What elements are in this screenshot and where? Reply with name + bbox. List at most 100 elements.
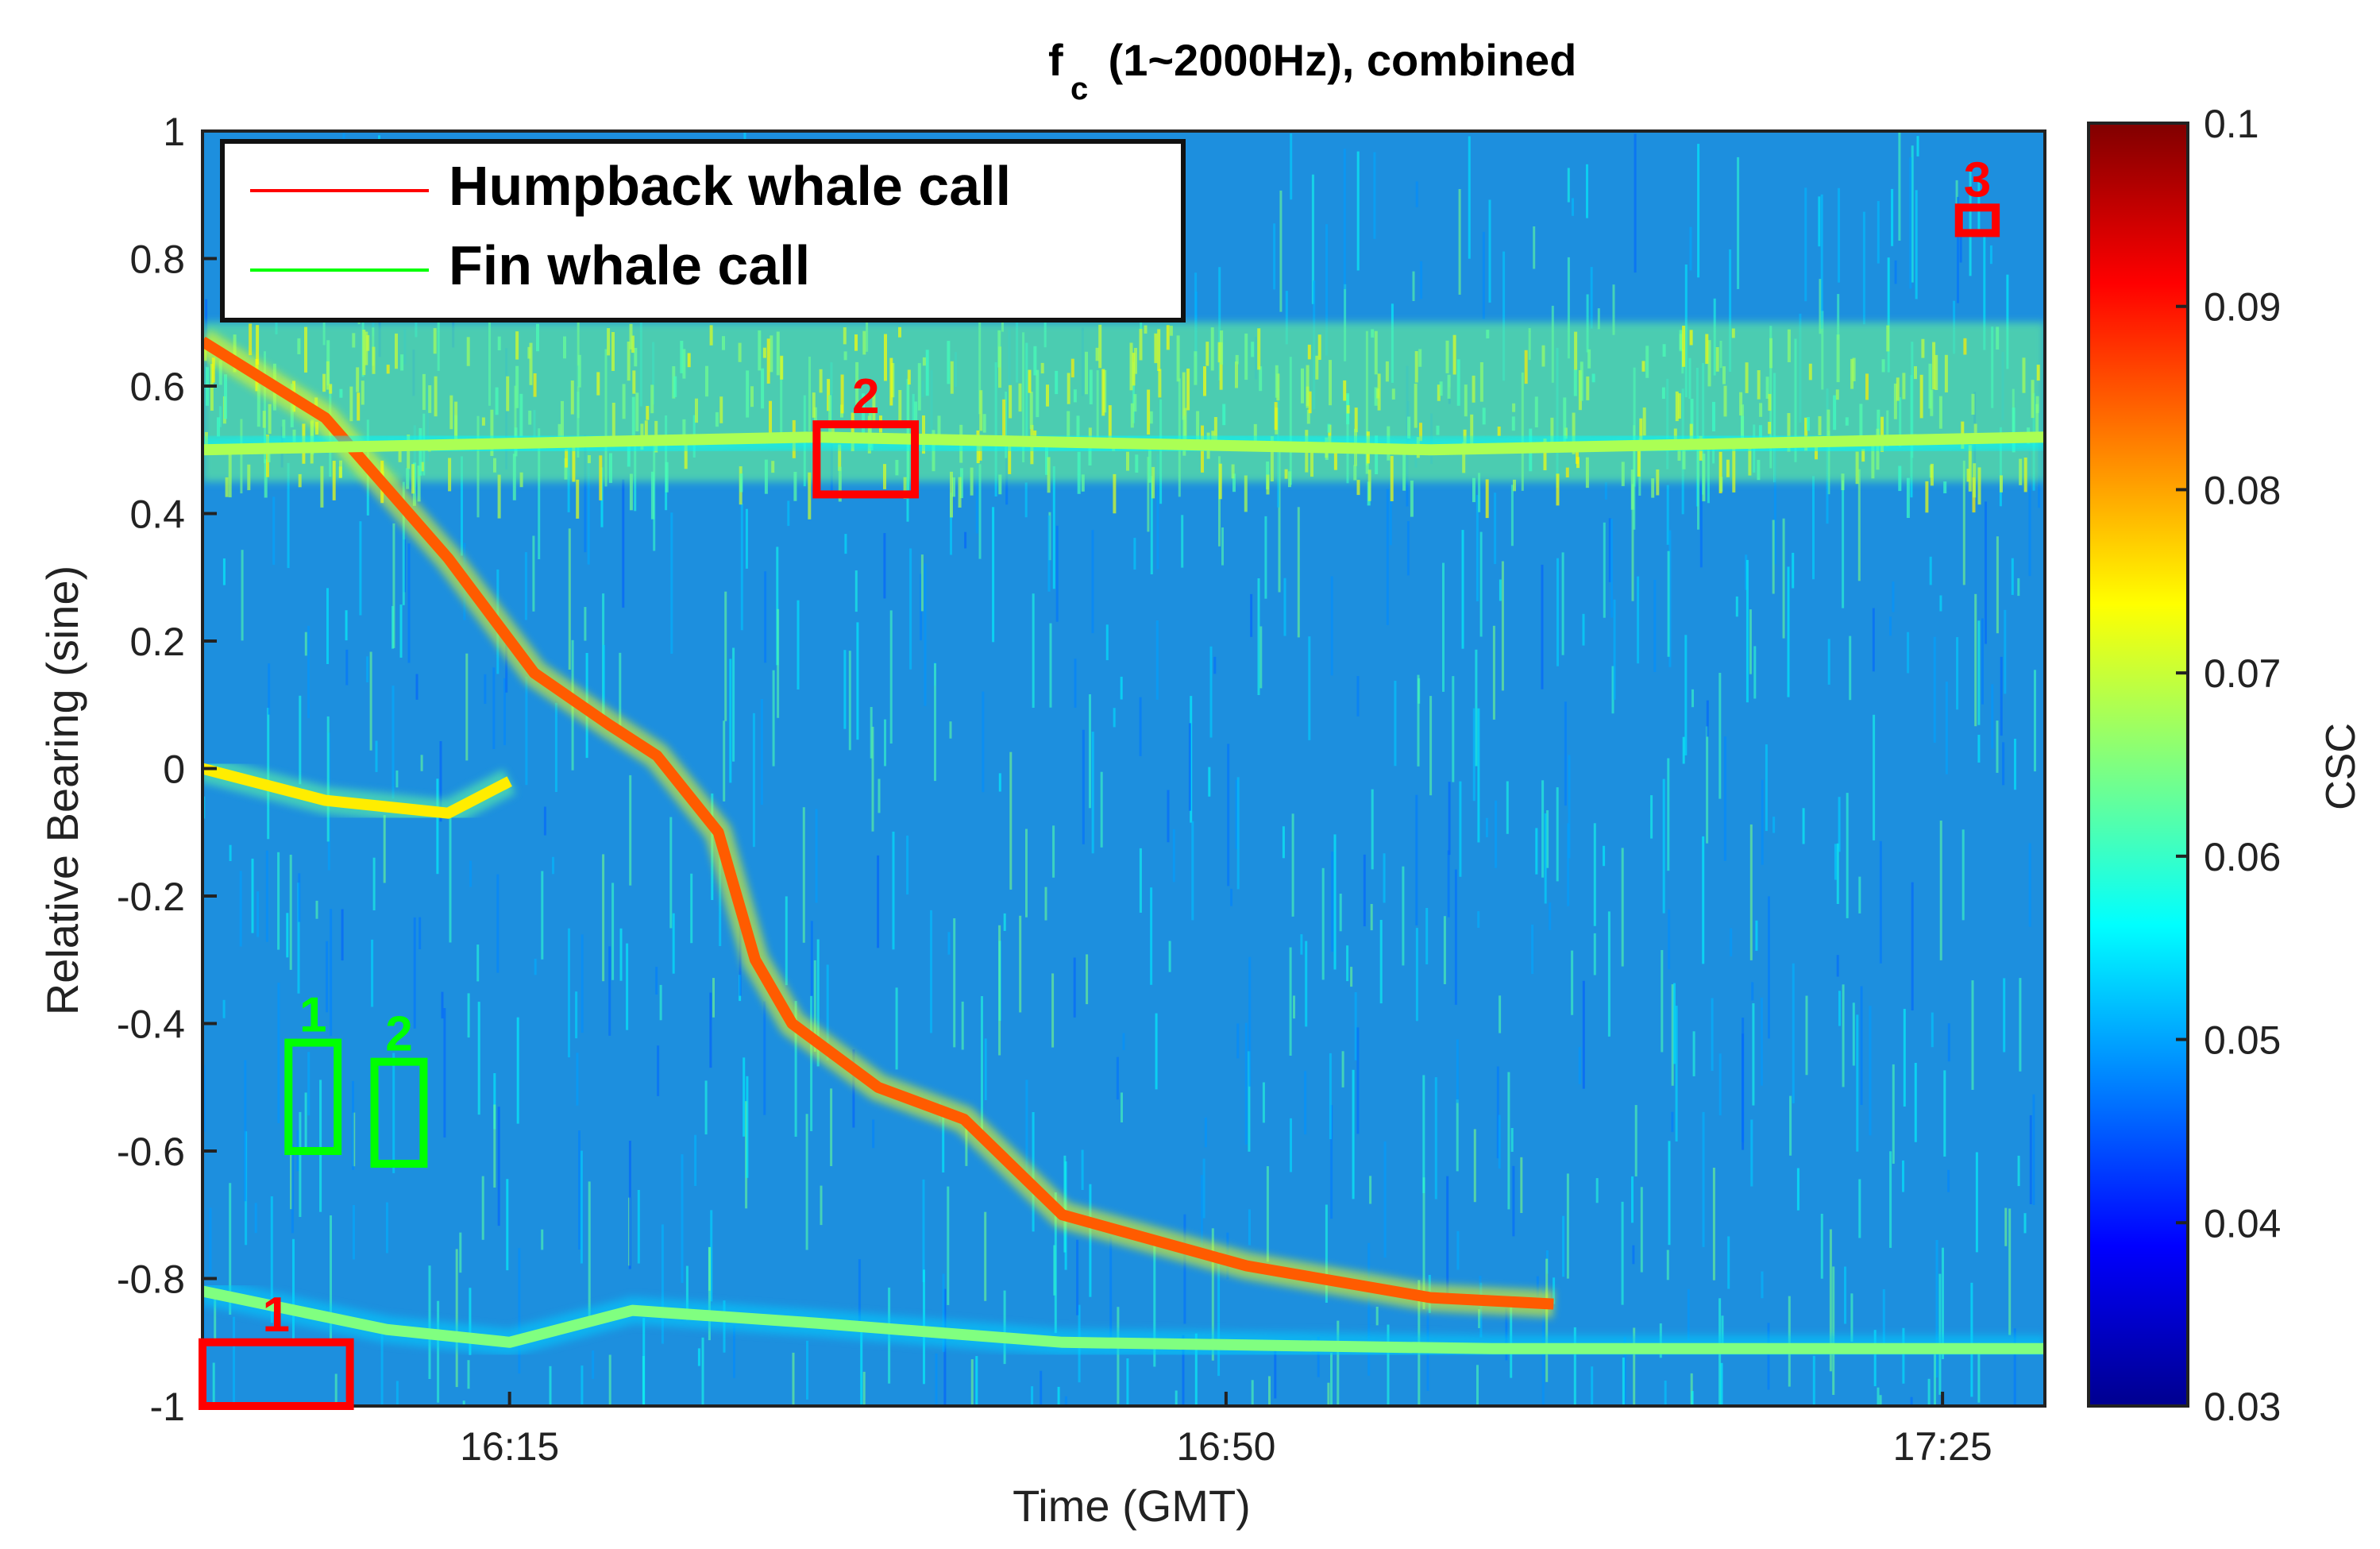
- band-streak: [1679, 334, 1683, 350]
- texture-streak: [244, 1060, 247, 1202]
- band-streak: [819, 369, 823, 393]
- band-streak: [959, 468, 963, 499]
- texture-streak: [862, 1371, 866, 1406]
- texture-streak: [777, 608, 780, 718]
- texture-streak: [1887, 257, 1890, 373]
- texture-streak: [251, 858, 254, 933]
- band-streak: [1852, 357, 1856, 381]
- band-streak: [1726, 459, 1730, 477]
- band-streak: [1329, 360, 1332, 406]
- texture-streak: [289, 855, 292, 970]
- texture-streak: [1025, 1080, 1028, 1179]
- texture-streak: [2003, 978, 2006, 1053]
- texture-streak: [1289, 947, 1292, 1056]
- texture-streak: [826, 964, 829, 1060]
- texture-streak: [1850, 1293, 1853, 1342]
- band-streak: [1149, 411, 1153, 424]
- texture-streak: [1304, 1071, 1307, 1135]
- band-streak: [925, 350, 929, 396]
- band-streak: [1651, 478, 1655, 498]
- texture-streak: [2017, 577, 2020, 597]
- annotation-layer: 1 2 3 1 2: [199, 153, 2000, 1410]
- band-streak: [1317, 334, 1321, 360]
- texture-streak: [1597, 308, 1600, 330]
- texture-streak: [830, 1088, 833, 1166]
- texture-streak: [1209, 646, 1213, 738]
- texture-streak: [272, 496, 276, 565]
- texture-streak: [330, 909, 333, 1037]
- band-streak: [862, 330, 866, 355]
- texture-streak: [1947, 1023, 1950, 1062]
- band-streak: [622, 384, 626, 419]
- texture-streak: [1456, 1099, 1459, 1172]
- texture-streak: [437, 1300, 440, 1403]
- texture-streak: [1849, 635, 1852, 701]
- texture-streak: [1278, 450, 1281, 593]
- band-streak: [950, 361, 954, 394]
- texture-streak: [872, 1119, 875, 1149]
- texture-streak: [642, 1318, 646, 1406]
- texture-streak: [1121, 1092, 1123, 1122]
- texture-streak: [1945, 682, 1948, 774]
- band-streak: [770, 335, 773, 373]
- texture-streak: [1819, 279, 1822, 334]
- texture-streak: [1541, 780, 1545, 878]
- band-streak: [395, 333, 398, 369]
- title-rest: (1~2000Hz), combined: [1096, 35, 1576, 85]
- texture-streak: [538, 428, 541, 559]
- texture-streak: [1417, 674, 1420, 767]
- band-streak: [1865, 373, 1869, 400]
- band-streak: [2035, 404, 2039, 441]
- texture-streak: [1931, 1012, 1934, 1048]
- texture-streak: [724, 591, 727, 721]
- band-streak: [1154, 333, 1158, 364]
- texture-streak: [1248, 1051, 1251, 1152]
- band-streak: [1768, 393, 1772, 411]
- band-streak: [1768, 422, 1772, 435]
- texture-streak: [1805, 995, 1808, 1076]
- y-axis: 1 0.8 0.6 0.4 0.2 0 -0.2 -0.4 -0.6 -0.8 -1: [117, 110, 217, 1429]
- band-streak: [497, 336, 501, 350]
- band-streak: [1047, 457, 1051, 493]
- band-streak: [738, 342, 742, 362]
- band-streak: [481, 417, 485, 426]
- band-streak: [827, 379, 831, 411]
- texture-streak: [476, 944, 480, 982]
- texture-streak: [1911, 882, 1914, 1010]
- texture-streak: [1311, 174, 1314, 304]
- texture-streak: [477, 1002, 480, 1115]
- band-streak: [1259, 366, 1263, 392]
- texture-streak: [998, 773, 1001, 792]
- texture-streak: [1200, 1175, 1203, 1246]
- texture-streak: [1308, 636, 1311, 740]
- texture-streak: [1622, 1358, 1625, 1406]
- texture-streak: [469, 1288, 472, 1355]
- band-streak: [1367, 469, 1371, 501]
- texture-streak: [1942, 1247, 1944, 1359]
- band-streak: [722, 336, 725, 350]
- texture-streak: [920, 574, 923, 641]
- band-streak: [1418, 349, 1422, 367]
- band-streak: [1445, 340, 1449, 373]
- band-streak: [1089, 369, 1093, 404]
- band-streak: [349, 386, 353, 422]
- texture-streak: [2006, 274, 2009, 369]
- band-streak: [1906, 477, 1910, 518]
- texture-streak: [1488, 199, 1491, 303]
- texture-streak: [1545, 1258, 1549, 1382]
- texture-streak: [1632, 1245, 1635, 1265]
- band-streak: [1938, 396, 1942, 429]
- band-streak: [627, 342, 631, 381]
- track-layer: [203, 330, 2045, 1362]
- band-streak: [1787, 329, 1791, 362]
- band-streak: [1968, 445, 1972, 492]
- band-streak: [1930, 463, 1934, 486]
- band-streak: [1232, 473, 1236, 493]
- texture-streak: [1556, 558, 1559, 666]
- texture-streak: [1047, 515, 1051, 592]
- texture-streak: [229, 844, 232, 861]
- texture-streak: [1248, 1209, 1251, 1246]
- texture-streak: [1052, 465, 1055, 589]
- texture-streak: [1760, 998, 1763, 1086]
- band-streak: [1464, 384, 1468, 417]
